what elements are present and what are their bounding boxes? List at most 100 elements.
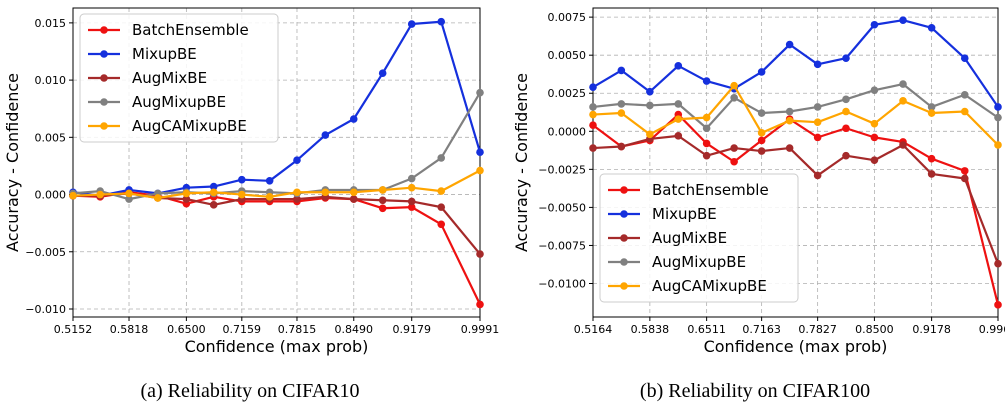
data-point-augcamixupbe bbox=[321, 188, 330, 197]
series-line-mixupbe bbox=[592, 19, 999, 108]
data-point-mixupbe bbox=[293, 156, 301, 165]
legend-marker-augcamixupbe bbox=[620, 282, 628, 290]
data-point-batchensemble bbox=[960, 167, 969, 175]
data-point-augmixbe bbox=[702, 151, 711, 160]
data-point-batchensemble bbox=[757, 136, 766, 145]
data-point-augcamixupbe bbox=[842, 107, 850, 116]
y-tick-label: 0.000 bbox=[35, 189, 67, 202]
data-point-augmixbe bbox=[927, 170, 936, 178]
data-point-augcamixupbe bbox=[617, 109, 626, 117]
data-point-augmixupbe bbox=[646, 101, 654, 110]
legend-label-mixupbe: MixupBE bbox=[132, 45, 197, 63]
data-point-mixupbe bbox=[437, 17, 446, 26]
data-point-augmixupbe bbox=[757, 109, 766, 117]
y-tick-label: 0.0025 bbox=[548, 87, 587, 100]
data-point-batchensemble bbox=[870, 133, 879, 142]
y-tick-label: −0.0075 bbox=[538, 239, 586, 252]
data-point-augcamixupbe bbox=[646, 130, 654, 139]
y-tick-label: 0.005 bbox=[35, 131, 67, 144]
data-point-augcamixupbe bbox=[870, 119, 879, 128]
data-point-augmixbe bbox=[293, 195, 301, 203]
data-point-augcamixupbe bbox=[96, 190, 104, 199]
legend-marker-augmixbe bbox=[100, 74, 108, 82]
data-point-augcamixupbe bbox=[407, 183, 416, 192]
legend-label-augmixupbe: AugMixupBE bbox=[132, 93, 226, 111]
data-point-batchensemble bbox=[589, 121, 597, 130]
data-point-augmixupbe bbox=[927, 103, 936, 111]
data-point-mixupbe bbox=[842, 54, 850, 63]
data-point-augmixupbe bbox=[476, 88, 484, 97]
data-point-batchensemble bbox=[437, 220, 446, 229]
data-point-mixupbe bbox=[757, 68, 766, 76]
data-point-augcamixupbe bbox=[476, 166, 484, 175]
chart-cifar100: 0.5164 0.5838 0.6511 0.7163 0.7827 0.8500 0.91… bbox=[512, 7, 1005, 356]
data-point-augmixbe bbox=[182, 195, 191, 203]
data-point-augcamixupbe bbox=[899, 97, 907, 105]
legend-marker-mixupbe bbox=[100, 50, 108, 58]
data-point-augmixupbe bbox=[702, 124, 711, 133]
legend-label-batchensemble: BatchEnsemble bbox=[132, 21, 249, 39]
data-point-mixupbe bbox=[813, 60, 822, 69]
data-point-augmixbe bbox=[378, 196, 387, 205]
data-point-batchensemble bbox=[994, 301, 1002, 309]
legend-marker-augmixupbe bbox=[100, 98, 108, 106]
data-point-augmixbe bbox=[589, 144, 597, 152]
x-tick-label: 0.5838 bbox=[631, 323, 670, 336]
legend-label-batchensemble: BatchEnsemble bbox=[652, 181, 769, 199]
data-point-augcamixupbe bbox=[349, 188, 358, 197]
data-point-augmixbe bbox=[757, 147, 766, 155]
data-point-mixupbe bbox=[994, 103, 1002, 111]
legend-label-augmixupbe: AugMixupBE bbox=[652, 253, 746, 271]
y-axis-label: Accuracy - Confidence bbox=[512, 73, 531, 252]
data-point-augcamixupbe bbox=[813, 118, 822, 126]
legend-marker-augmixbe bbox=[620, 234, 628, 242]
legend-marker-augmixupbe bbox=[620, 258, 628, 266]
data-point-batchensemble bbox=[927, 154, 936, 163]
data-point-batchensemble bbox=[702, 139, 711, 148]
y-tick-label: 0.0075 bbox=[548, 11, 587, 24]
data-point-augcamixupbe bbox=[927, 109, 936, 117]
series-line-batchensemble bbox=[72, 191, 481, 305]
data-point-mixupbe bbox=[785, 40, 794, 49]
x-tick-label: 0.8500 bbox=[855, 323, 894, 336]
data-point-mixupbe bbox=[378, 69, 387, 78]
data-point-augmixbe bbox=[349, 195, 358, 203]
data-point-mixupbe bbox=[870, 20, 879, 29]
data-point-augmixupbe bbox=[899, 80, 907, 88]
legend-box bbox=[79, 13, 279, 143]
data-point-augcamixupbe bbox=[153, 194, 162, 202]
x-tick-label: 0.9178 bbox=[912, 323, 951, 336]
data-point-augmixbe bbox=[899, 141, 907, 149]
chart-cifar10: 0.5152 0.5818 0.6500 0.7159 0.7815 0.8490 0.91… bbox=[3, 7, 499, 356]
plot-frame bbox=[72, 7, 481, 318]
data-point-augmixupbe bbox=[785, 107, 794, 116]
data-point-augcamixupbe bbox=[209, 188, 218, 197]
data-point-augcamixupbe bbox=[589, 110, 597, 119]
data-point-augmixbe bbox=[813, 171, 822, 180]
data-point-batchensemble bbox=[730, 157, 738, 166]
data-point-augmixupbe bbox=[589, 103, 597, 111]
data-point-mixupbe bbox=[407, 20, 416, 28]
data-point-augmixupbe bbox=[994, 113, 1002, 122]
data-point-augcamixupbe bbox=[437, 187, 446, 195]
legend-label-augmixbe: AugMixBE bbox=[652, 229, 727, 247]
y-tick-label: 0.0000 bbox=[548, 125, 587, 138]
data-point-augcamixupbe bbox=[238, 190, 246, 199]
x-tick-label: 0.5818 bbox=[110, 323, 149, 336]
data-point-augmixupbe bbox=[813, 103, 822, 111]
data-point-mixupbe bbox=[617, 66, 626, 75]
legend-box bbox=[599, 173, 799, 303]
data-point-augcamixupbe bbox=[674, 115, 683, 123]
data-point-mixupbe bbox=[476, 148, 484, 156]
caption-cifar10: (a) Reliability on CIFAR10 bbox=[140, 380, 360, 402]
y-tick-label: −0.005 bbox=[25, 246, 66, 259]
data-point-mixupbe bbox=[209, 182, 218, 191]
y-tick-label: −0.0050 bbox=[538, 201, 586, 214]
x-axis-label: Confidence (max prob) bbox=[704, 337, 888, 356]
data-point-augcamixupbe bbox=[125, 189, 133, 198]
data-point-augcamixupbe bbox=[757, 129, 766, 137]
plot-frame bbox=[592, 7, 999, 318]
data-point-mixupbe bbox=[321, 131, 330, 139]
data-point-augmixbe bbox=[960, 174, 969, 183]
